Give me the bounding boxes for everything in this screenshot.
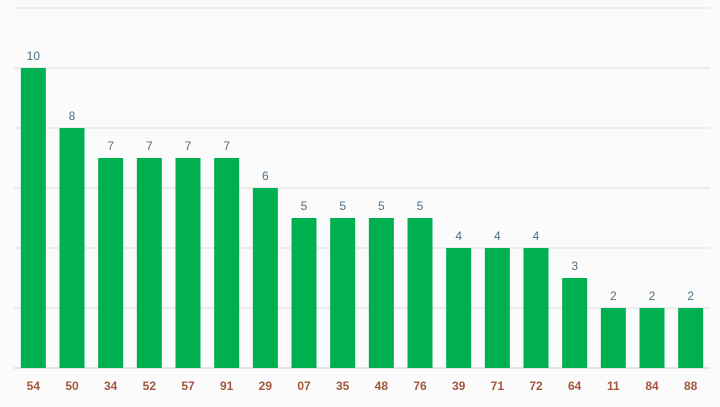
category-label-76: 76 (413, 379, 427, 393)
data-label-57: 7 (185, 139, 192, 153)
bar-35 (330, 218, 356, 368)
bar-72 (523, 248, 549, 368)
category-label-64: 64 (568, 379, 582, 393)
category-label-84: 84 (645, 379, 659, 393)
bar-54 (20, 68, 46, 368)
data-label-35: 5 (339, 199, 346, 213)
data-label-76: 5 (417, 199, 424, 213)
bar-39 (446, 248, 472, 368)
data-label-91: 7 (223, 139, 230, 153)
bars (20, 68, 704, 368)
data-label-71: 4 (494, 229, 501, 243)
data-label-50: 8 (69, 109, 76, 123)
category-label-34: 34 (104, 379, 118, 393)
bar-71 (484, 248, 510, 368)
bar-88 (678, 308, 704, 368)
category-label-07: 07 (297, 379, 311, 393)
bar-76 (407, 218, 433, 368)
data-label-39: 4 (455, 229, 462, 243)
bar-57 (175, 158, 201, 368)
bar-48 (368, 218, 394, 368)
category-label-11: 11 (607, 379, 620, 393)
data-label-84: 2 (649, 289, 656, 303)
bar-29 (252, 188, 278, 368)
data-label-64: 3 (571, 259, 578, 273)
bar-91 (214, 158, 240, 368)
category-label-88: 88 (684, 379, 698, 393)
category-label-29: 29 (259, 379, 273, 393)
data-label-48: 5 (378, 199, 385, 213)
bar-84 (639, 308, 665, 368)
bar-50 (59, 128, 85, 368)
data-label-54: 10 (27, 49, 41, 63)
category-label-48: 48 (375, 379, 389, 393)
data-label-29: 6 (262, 169, 269, 183)
bar-64 (562, 278, 588, 368)
category-label-57: 57 (181, 379, 195, 393)
category-label-91: 91 (220, 379, 234, 393)
gridlines (14, 7, 710, 369)
data-label-88: 2 (687, 289, 694, 303)
category-label-54: 54 (27, 379, 41, 393)
bar-34 (98, 158, 124, 368)
bar-11 (600, 308, 626, 368)
category-label-50: 50 (65, 379, 79, 393)
category-label-35: 35 (336, 379, 350, 393)
data-label-72: 4 (533, 229, 540, 243)
data-label-07: 5 (301, 199, 308, 213)
category-label-52: 52 (143, 379, 157, 393)
data-label-11: 2 (610, 289, 617, 303)
bar-52 (136, 158, 162, 368)
category-labels: 54 50 34 52 57 91 29 07 35 48 76 39 71 72 64 11 84 88 (27, 379, 698, 393)
category-label-71: 71 (491, 379, 505, 393)
data-label-52: 7 (146, 139, 153, 153)
category-label-72: 72 (529, 379, 543, 393)
category-label-39: 39 (452, 379, 466, 393)
data-label-34: 7 (107, 139, 114, 153)
data-labels: 10 8 7 7 7 7 6 5 5 5 5 4 4 4 3 2 2 2 (27, 49, 695, 303)
bar-07 (291, 218, 317, 368)
